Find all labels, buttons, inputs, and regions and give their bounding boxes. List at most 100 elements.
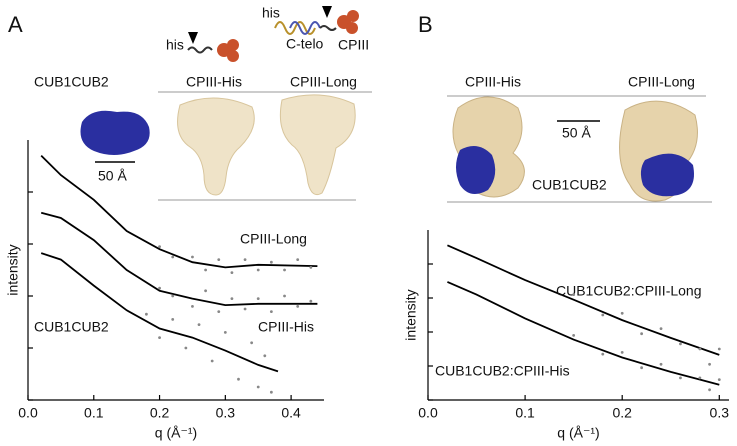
series-label: CUB1CUB2: [34, 319, 109, 335]
fit-line: [40, 211, 318, 307]
x-axis-label: q (Å⁻¹): [155, 425, 197, 441]
data-point: [158, 286, 161, 290]
label: his: [262, 5, 280, 21]
data-point: [296, 258, 300, 261]
data-point: [283, 268, 286, 272]
label: his: [166, 37, 184, 53]
data-point: [659, 327, 663, 330]
data-point: [204, 289, 208, 293]
data-point: [309, 266, 313, 269]
x-tick-label: 0.2: [150, 405, 170, 421]
label: 50 Å: [562, 125, 591, 141]
x-tick-label: 0.4: [281, 405, 301, 421]
data-point: [620, 311, 624, 315]
data-point: [679, 342, 682, 346]
data-point: [296, 305, 300, 308]
data-point: [269, 310, 273, 313]
data-point: [309, 299, 313, 303]
x-tick-label: 0.0: [18, 405, 38, 421]
data-point: [158, 336, 161, 339]
data-point: [708, 388, 711, 392]
y-axis-label: intensity: [403, 289, 419, 340]
helix: [289, 21, 321, 35]
protein: [337, 10, 359, 34]
data-point: [145, 312, 148, 316]
data-point: [256, 268, 260, 272]
data-point: [698, 376, 702, 380]
dna: [187, 46, 213, 54]
x-tick-label: 0.2: [612, 405, 632, 421]
data-point: [204, 268, 208, 272]
data-point: [230, 271, 234, 274]
series-label: CPIII-Long: [240, 231, 307, 247]
data-point: [269, 260, 273, 264]
data-point: [191, 305, 194, 308]
y-axis-label: intensity: [5, 244, 21, 295]
data-point: [171, 255, 175, 259]
data-point: [601, 313, 605, 317]
panel-label: A: [8, 12, 23, 37]
data-point: [210, 359, 214, 363]
data-point: [237, 377, 240, 381]
cpiii-long-envelope: [279, 94, 356, 196]
cub-blob: [80, 110, 150, 155]
cleavage-arrow: [322, 6, 332, 18]
data-point: [230, 297, 234, 300]
label: C-telo: [286, 36, 324, 52]
data-point: [640, 332, 644, 336]
series-label: CUB1CUB2:CPIII-His: [435, 363, 570, 379]
data-point: [158, 245, 161, 249]
data-point: [250, 341, 254, 345]
data-point: [256, 385, 260, 389]
fit-line: [447, 281, 720, 386]
cub-surface: [456, 146, 496, 194]
label: CPIII-His: [465, 74, 521, 90]
x-tick-label: 0.3: [710, 405, 730, 421]
cub-surface: [640, 153, 694, 197]
data-point: [256, 297, 260, 300]
data-point: [572, 334, 576, 337]
data-point: [640, 366, 644, 370]
data-point: [191, 255, 194, 259]
cpiii-his-envelope: [177, 97, 255, 196]
x-tick-label: 0.0: [418, 405, 438, 421]
data-point: [698, 347, 702, 351]
series-label: CUB1CUB2:CPIII-Long: [556, 283, 702, 299]
x-tick-label: 0.3: [216, 405, 236, 421]
data-point: [243, 258, 247, 261]
data-point: [659, 362, 663, 366]
label: CUB1CUB2: [34, 74, 109, 90]
x-axis-label: q (Å⁻¹): [557, 425, 599, 441]
data-point: [243, 307, 247, 311]
fit-line: [40, 252, 279, 373]
cleavage-arrow: [188, 32, 198, 44]
data-point: [171, 318, 175, 321]
fit-line: [447, 244, 720, 356]
data-point: [717, 378, 721, 381]
data-point: [263, 354, 267, 358]
dna: [319, 25, 337, 31]
label: CUB1CUB2: [532, 177, 607, 193]
data-point: [572, 293, 576, 296]
series-label: CPIII-His: [258, 319, 314, 335]
label: CPIII-Long: [290, 74, 357, 90]
data-point: [197, 323, 201, 326]
panel-label: B: [418, 12, 433, 37]
data-point: [171, 294, 175, 298]
label: 50 Å: [98, 168, 127, 184]
data-point: [269, 390, 273, 394]
data-point: [679, 376, 682, 380]
data-point: [217, 310, 221, 313]
x-tick-label: 0.1: [515, 405, 535, 421]
data-point: [184, 346, 188, 350]
data-point: [620, 351, 624, 354]
label: CPIII: [338, 37, 369, 53]
fit-line: [40, 154, 318, 269]
protein: [217, 39, 239, 62]
data-point: [708, 362, 711, 366]
x-tick-label: 0.1: [84, 405, 104, 421]
label: CPIII-His: [186, 74, 242, 90]
data-point: [601, 352, 605, 356]
data-point: [283, 294, 286, 298]
